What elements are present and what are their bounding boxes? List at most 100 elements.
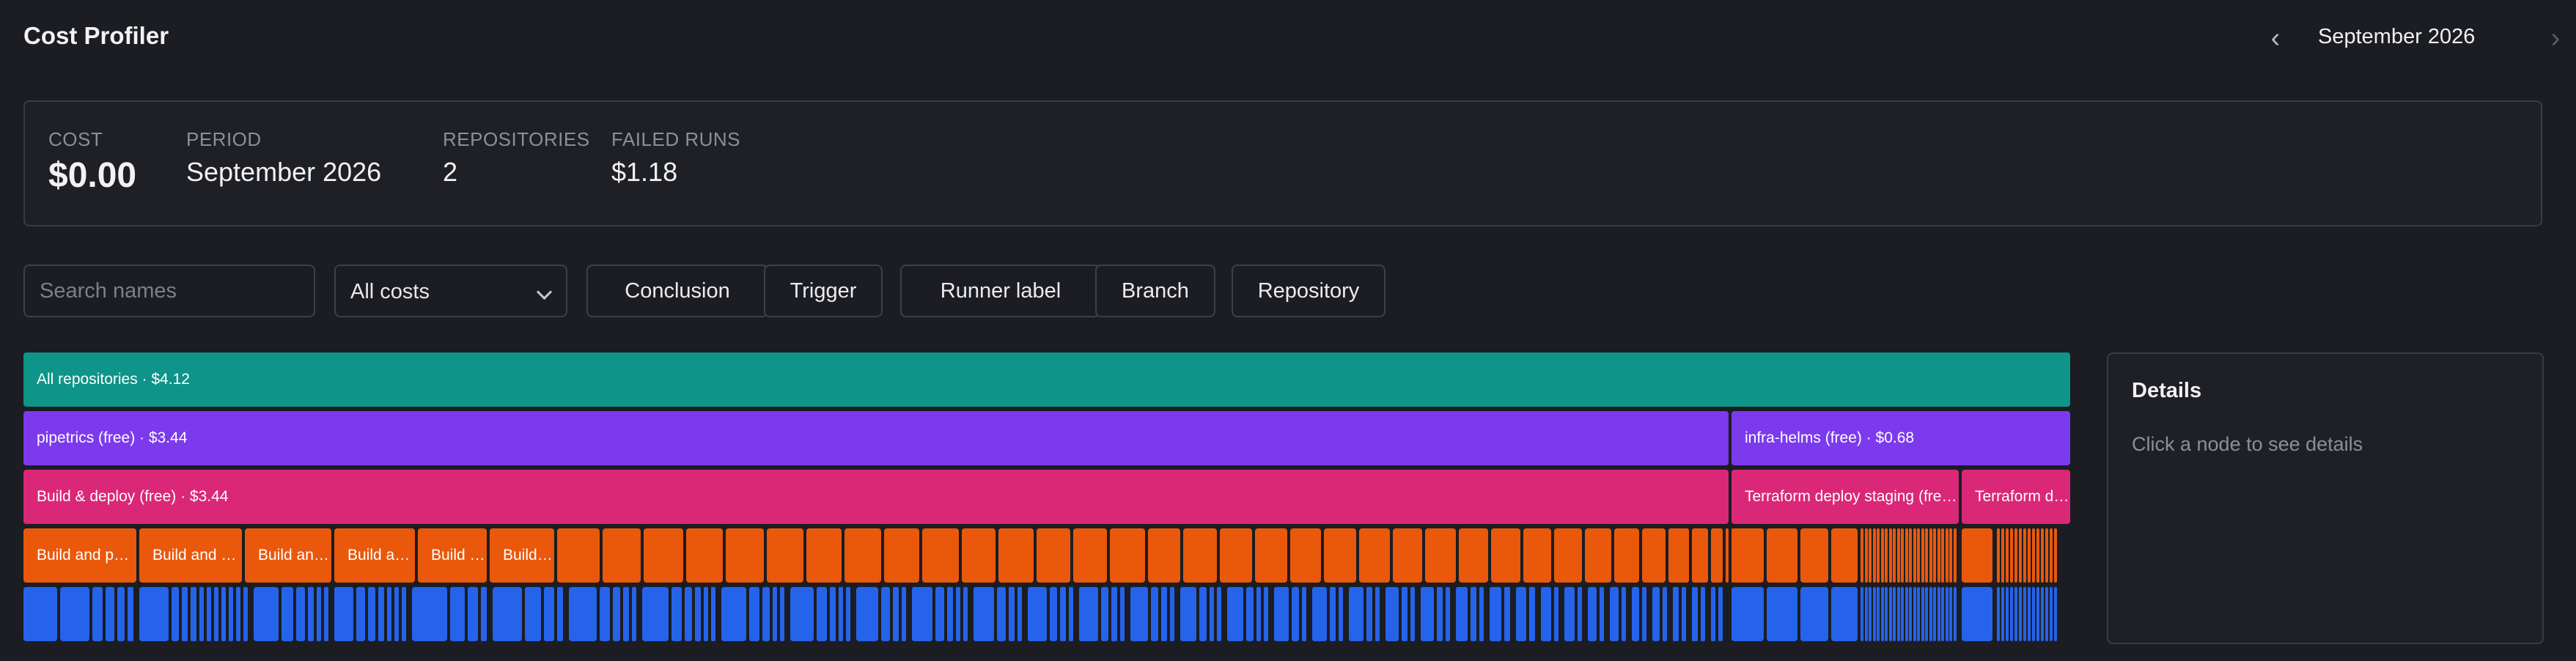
flame-node-step[interactable] [830,587,836,641]
flame-node-job[interactable] [1872,528,1876,583]
flame-node-job[interactable] [2006,528,2009,583]
flame-node-job[interactable] [1864,528,1868,583]
flame-node-step[interactable] [1909,587,1912,641]
flame-node-job[interactable] [2041,528,2044,583]
flame-node-step[interactable] [1529,587,1535,641]
flame-node-step[interactable] [1385,587,1399,641]
flame-node-job[interactable] [1800,528,1828,583]
flame-node-job[interactable] [1925,528,1928,583]
flame-node-step[interactable] [199,587,204,641]
flame-node-step[interactable] [2032,587,2035,641]
flame-node-step[interactable] [243,587,248,641]
flame-node-step[interactable] [1101,587,1108,641]
flame-node-step[interactable] [1872,587,1876,641]
flame-node-job[interactable] [1921,528,1924,583]
flame-node-job[interactable] [1885,528,1888,583]
flame-node-step[interactable] [1554,587,1559,641]
flame-node-step[interactable] [481,587,487,641]
flame-node-step[interactable] [974,587,994,641]
flame-node-job[interactable] [1491,528,1520,583]
flame-node-step[interactable] [221,587,226,641]
flame-node-step[interactable] [2019,587,2022,641]
flame-node-job[interactable] [1869,528,1872,583]
flame-node-step[interactable] [1588,587,1597,641]
flame-node-step[interactable] [1256,587,1261,641]
flame-node-step[interactable] [1600,587,1604,641]
flame-node-step[interactable] [881,587,890,641]
flame-node-step[interactable] [935,587,944,641]
flame-node-step[interactable] [207,587,211,641]
flame-node-step[interactable] [117,587,125,641]
flame-node-step[interactable] [402,587,406,641]
flame-node-step[interactable] [685,587,692,641]
flame-node-job[interactable]: Build and push images [245,528,331,583]
flame-node-step[interactable] [749,587,759,641]
flame-node-step[interactable] [1504,587,1510,641]
flame-node-job[interactable] [922,528,959,583]
flame-node-step[interactable] [1210,587,1214,641]
flame-node-job[interactable] [2054,528,2057,583]
flame-node-step[interactable] [600,587,610,641]
cost-filter-select[interactable]: All costs [334,265,567,317]
flame-node-job[interactable] [1220,528,1252,583]
flame-node-job[interactable] [1997,528,2000,583]
runner-label-filter-button[interactable]: Runner label [900,265,1101,317]
flame-node-job[interactable] [1905,528,1908,583]
flame-node-step[interactable] [317,587,321,641]
flame-node-step[interactable] [1997,587,2000,641]
flame-node-step[interactable] [214,587,218,641]
repository-filter-button[interactable]: Repository [1232,265,1385,317]
flame-node-step[interactable] [1929,587,1932,641]
flame-node-job[interactable] [1642,528,1666,583]
flame-node-job[interactable] [557,528,600,583]
flame-node-job[interactable] [2036,528,2039,583]
flame-node-job[interactable] [1554,528,1582,583]
flame-node-workflow[interactable]: Build & deploy (free) · $3.44 [23,470,1729,524]
flame-node-step[interactable] [1642,587,1646,641]
flame-node-step[interactable] [1050,587,1057,641]
flame-node-step[interactable] [1861,587,1863,641]
flame-node-job[interactable] [1917,528,1920,583]
flame-node-step[interactable] [525,587,541,641]
flame-node-step[interactable] [1905,587,1908,641]
flame-node-step[interactable] [1410,587,1415,641]
flame-node-job[interactable] [1937,528,1940,583]
flame-node-step[interactable] [1921,587,1924,641]
conclusion-filter-button[interactable]: Conclusion [586,265,768,317]
flame-node-job[interactable] [2014,528,2017,583]
flame-node-step[interactable] [334,587,353,641]
flame-node-step[interactable] [1079,587,1098,641]
flame-node-job[interactable] [1148,528,1180,583]
flame-node-workflow[interactable]: Terraform deploy staging (free) · $0.41 [1732,470,1959,524]
flame-node-step[interactable] [1913,587,1916,641]
flame-node-job[interactable] [1073,528,1107,583]
flame-node-step[interactable] [1456,587,1468,641]
flame-node-job[interactable] [644,528,683,583]
flame-node-step[interactable] [721,587,746,641]
flame-node-job[interactable] [603,528,641,583]
flame-node-step[interactable] [1330,587,1336,641]
flame-node-step[interactable] [139,587,169,641]
flame-node-step[interactable] [1718,587,1723,641]
flame-node-job[interactable] [998,528,1034,583]
flame-node-step[interactable] [1673,587,1679,641]
flame-node-workflow[interactable]: Terraform deploy production (free) · $0.… [1962,470,2070,524]
flame-node-job[interactable] [1183,528,1217,583]
flame-node-step[interactable] [1632,587,1639,641]
flame-node-step[interactable] [773,587,777,641]
flame-node-job[interactable]: Build and push images [490,528,554,583]
flame-node-job[interactable] [1913,528,1916,583]
flame-node-job[interactable] [1877,528,1880,583]
flame-node-step[interactable] [1901,587,1904,641]
flame-node-job[interactable] [1692,528,1708,583]
flame-node-job[interactable] [1290,528,1321,583]
flame-node-step[interactable] [1421,587,1434,641]
flame-node-step[interactable] [1800,587,1828,641]
flame-node-step[interactable] [378,587,384,641]
flame-node-step[interactable] [356,587,365,641]
flame-node-job[interactable] [1523,528,1551,583]
flame-node-job[interactable] [1945,528,1948,583]
flame-node-step[interactable] [671,587,682,641]
flame-node-job[interactable] [1941,528,1944,583]
flame-node-step[interactable] [172,587,179,641]
